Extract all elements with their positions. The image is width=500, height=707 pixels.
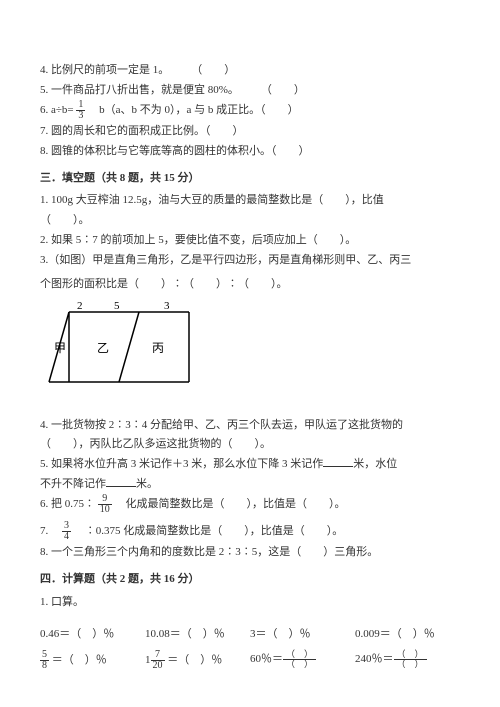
calc-row-2: 5 8 ＝（ ）％ 1 7 20 ＝（ ）％ 60％＝（ ）（ ） 240％＝（… xyxy=(40,650,460,671)
frac-den: 3 xyxy=(76,111,85,121)
calc-2a: 5 8 ＝（ ）％ xyxy=(40,650,145,671)
diagram-region-jia: 甲 xyxy=(54,341,66,355)
frac-7-20: 7 20 xyxy=(151,650,165,671)
s3-q5c: 不升不降记作 xyxy=(40,478,106,490)
tf-q8: 8. 圆锥的体积比与它等底等高的圆柱的体积小。（ ） xyxy=(40,142,460,161)
paren-frac: （ ）（ ） xyxy=(283,650,316,669)
calc-2b: 1 7 20 ＝（ ）％ xyxy=(145,650,250,671)
calc-1c: 3＝（ ）％ xyxy=(250,625,355,644)
frac-den: 4 xyxy=(62,532,71,542)
s3-q2: 2. 如果 5∶7 的前项加上 5，要使比值不变，后项应加上（ ）。 xyxy=(40,231,460,250)
s3-q3a: 3.（如图）甲是直角三角形，乙是平行四边形，丙是直角梯形则甲、乙、丙三 xyxy=(40,251,460,270)
s3-q5b: 米，水位 xyxy=(353,458,397,470)
calc-row-1: 0.46＝（ ）％ 10.08＝（ ）％ 3＝（ ）％ 0.009＝（ ）％ xyxy=(40,625,460,644)
s3-q6: 6. 把 0.75∶ 9 10 化成最简整数比是（ ），比值是（ ）。 xyxy=(40,494,460,515)
diagram-label-2: 2 xyxy=(77,302,83,312)
s3-q7-frac: 3 4 xyxy=(62,521,71,542)
tf-q5: 5. 一件商品打八折出售，就是便宜 80%。 （ ） xyxy=(40,81,460,100)
s3-q7-pre: 7. xyxy=(40,525,59,537)
frac-den: 8 xyxy=(40,661,49,671)
s3-q6-pre: 6. 把 0.75∶ xyxy=(40,498,95,510)
diagram-label-3: 3 xyxy=(164,302,170,312)
tf-q6-fraction: 1 3 xyxy=(76,100,85,121)
calc-2d-pre: 240％＝ xyxy=(355,653,394,665)
s3-q5: 5. 如果将水位升高 3 米记作＋3 米，那么水位下降 3 米记作 米，水位 xyxy=(40,455,460,474)
tf-q6-post: b（a、b 不为 0），a 与 b 成正比。（ ） xyxy=(88,104,299,116)
tf-q6-pre: 6. a÷b= xyxy=(40,104,74,116)
tf-q4: 4. 比例尺的前项一定是 1。 （ ） xyxy=(40,61,460,80)
frac-den: 10 xyxy=(98,505,112,515)
diagram-region-yi: 乙 xyxy=(97,341,109,355)
calc-2b-post: ＝（ ）％ xyxy=(165,654,223,666)
s3-q3b: 个图形的面积比是（ ）∶（ ）∶（ ）。 xyxy=(40,275,460,294)
calc-2d: 240％＝（ ）（ ） xyxy=(355,650,460,671)
s4-q1: 1. 口算。 xyxy=(40,593,460,612)
calc-2c: 60％＝（ ）（ ） xyxy=(250,650,355,671)
diagram-region-bing: 丙 xyxy=(152,341,164,355)
s3-q5d: 米。 xyxy=(136,478,158,490)
frac-den: 20 xyxy=(151,661,165,671)
blank xyxy=(106,475,136,487)
paren-frac: （ ）（ ） xyxy=(394,650,427,669)
tf-q6: 6. a÷b= 1 3 b（a、b 不为 0），a 与 b 成正比。（ ） xyxy=(40,100,460,121)
s3-q5a: 5. 如果将水位升高 3 米记作＋3 米，那么水位下降 3 米记作 xyxy=(40,458,323,470)
calc-1d: 0.009＝（ ）％ xyxy=(355,625,460,644)
section3-title: 三．填空题（共 8 题，共 15 分） xyxy=(40,169,460,188)
geometry-diagram: 2 5 3 甲 乙 丙 xyxy=(44,302,460,404)
s3-q1b: （ ）。 xyxy=(40,211,460,230)
s3-q6-frac: 9 10 xyxy=(98,494,112,515)
s3-q5line2: 不升不降记作 米。 xyxy=(40,475,460,494)
s3-q7-post: ∶0.375 化成最简整数比是（ ），比值是（ ）。 xyxy=(74,525,344,537)
s3-q1a: 1. 100g 大豆榨油 12.5g，油与大豆的质量的最简整数比是（ ），比值 xyxy=(40,191,460,210)
s3-q7: 7. 3 4 ∶0.375 化成最简整数比是（ ），比值是（ ）。 xyxy=(40,521,460,542)
calc-1a: 0.46＝（ ）％ xyxy=(40,625,145,644)
s3-q4b: （ ），丙队比乙队多运这批货物的（ ）。 xyxy=(40,435,460,454)
s3-q8: 8. 一个三角形三个内角和的度数比是 2∶3∶5，这是（ ）三角形。 xyxy=(40,543,460,562)
diagram-label-5: 5 xyxy=(114,302,120,312)
s3-q6-post: 化成最简整数比是（ ），比值是（ ）。 xyxy=(115,498,346,510)
calc-2a-post: ＝（ ）％ xyxy=(49,654,107,666)
s3-q4a: 4. 一批货物按 2∶3∶4 分配给甲、乙、丙三个队去运，甲队运了这批货物的 xyxy=(40,416,460,435)
frac-5-8: 5 8 xyxy=(40,650,49,671)
tf-q7: 7. 圆的周长和它的面积成正比例。（ ） xyxy=(40,122,460,141)
calc-2c-pre: 60％＝ xyxy=(250,653,283,665)
section4-title: 四．计算题（共 2 题，共 16 分） xyxy=(40,570,460,589)
calc-1b: 10.08＝（ ）％ xyxy=(145,625,250,644)
blank xyxy=(323,455,353,467)
